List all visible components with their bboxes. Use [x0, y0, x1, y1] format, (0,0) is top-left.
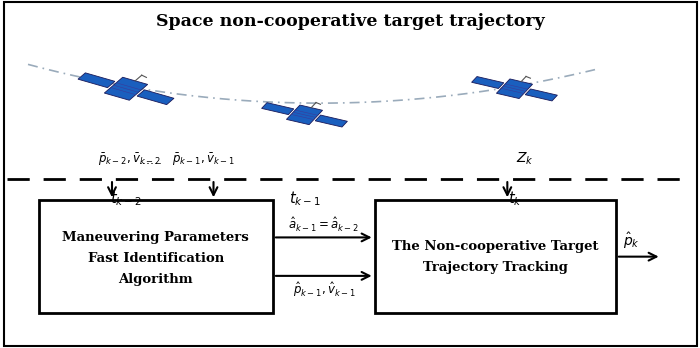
Text: The Non-cooperative Target: The Non-cooperative Target	[392, 240, 598, 253]
Bar	[38, 200, 273, 313]
Text: $\bar{p}_{k-2},\bar{v}_{k-2}$: $\bar{p}_{k-2},\bar{v}_{k-2}$	[98, 152, 160, 168]
Text: $\hat{a}_{k-1}=\hat{a}_{k-2}$: $\hat{a}_{k-1}=\hat{a}_{k-2}$	[288, 216, 359, 234]
Polygon shape	[315, 115, 347, 127]
Polygon shape	[262, 103, 294, 114]
Polygon shape	[472, 77, 504, 88]
Text: Algorithm: Algorithm	[118, 273, 193, 286]
Text: $t_k$: $t_k$	[508, 189, 522, 208]
Text: $Z_k$: $Z_k$	[516, 150, 533, 167]
Text: $t_{k-1}$: $t_{k-1}$	[288, 189, 321, 208]
Polygon shape	[496, 79, 533, 98]
Polygon shape	[104, 77, 148, 100]
Text: $\hat{p}_{k-1},\hat{v}_{k-1}$: $\hat{p}_{k-1},\hat{v}_{k-1}$	[293, 280, 355, 299]
Polygon shape	[137, 90, 174, 105]
Polygon shape	[286, 105, 323, 125]
Polygon shape	[78, 73, 115, 88]
Polygon shape	[525, 89, 557, 101]
Text: Trajectory Tracking: Trajectory Tracking	[423, 261, 568, 274]
Bar	[374, 200, 616, 313]
Text: $\hat{p}_k$: $\hat{p}_k$	[623, 231, 640, 251]
Text: Space non-cooperative target trajectory: Space non-cooperative target trajectory	[155, 13, 545, 30]
Text: ......: ......	[139, 153, 162, 167]
Text: $t_{k-2}$: $t_{k-2}$	[110, 189, 142, 208]
Text: $\bar{p}_{k-1},\bar{v}_{k-1}$: $\bar{p}_{k-1},\bar{v}_{k-1}$	[172, 152, 234, 168]
Text: Fast Identification: Fast Identification	[88, 252, 224, 265]
Text: Maneuvering Parameters: Maneuvering Parameters	[62, 231, 249, 244]
